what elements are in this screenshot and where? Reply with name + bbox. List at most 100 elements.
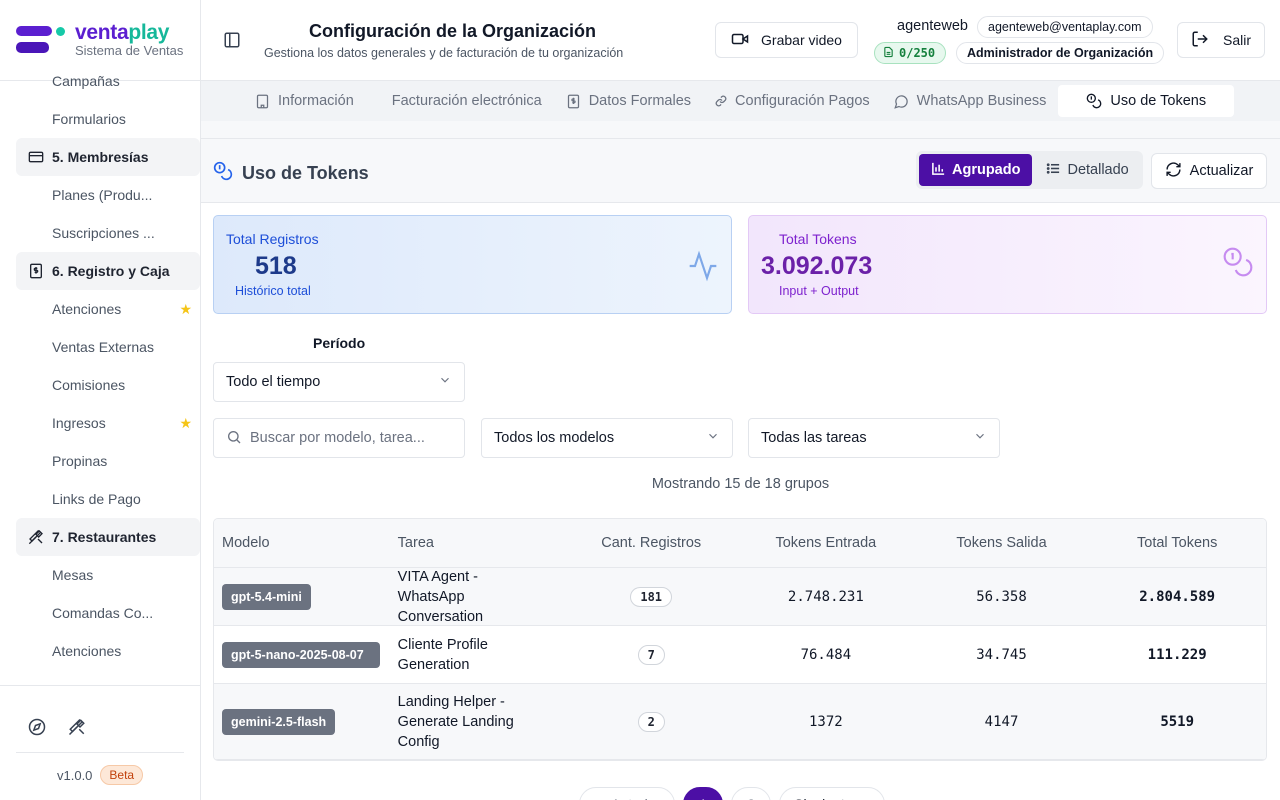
- logout-button[interactable]: Salir: [1177, 22, 1265, 58]
- video-camera-icon: [731, 30, 749, 51]
- sidebar-item-ingresos[interactable]: Ingresos ★: [52, 414, 192, 432]
- sidebar-item-mesas[interactable]: Mesas: [52, 567, 94, 583]
- col-tokens-in[interactable]: Tokens Entrada: [775, 535, 877, 551]
- sidebar-item-atenciones[interactable]: Atenciones ★: [52, 300, 192, 318]
- period-select[interactable]: Todo el tiempo: [213, 362, 465, 402]
- compass-icon[interactable]: [28, 718, 46, 736]
- refresh-icon: [1165, 161, 1182, 182]
- sidebar-item-propinas[interactable]: Propinas: [52, 453, 108, 469]
- user-email-badge: agenteweb@ventaplay.com: [977, 16, 1153, 38]
- activity-icon: [687, 250, 719, 285]
- total-tokens-sub: Input + Output: [779, 284, 859, 298]
- prev-page-button[interactable]: ← Anterior: [579, 787, 676, 800]
- tokens-in-cell: 1372: [809, 714, 843, 730]
- grouped-view-button[interactable]: Agrupado: [919, 154, 1033, 186]
- sidebar-nav: Campañas Formularios 5. Membresías Planes (…: [0, 62, 200, 666]
- sidebar-toggle-icon[interactable]: [223, 31, 241, 49]
- search-field[interactable]: [213, 418, 465, 458]
- brand-name: ventaplay: [75, 20, 170, 44]
- tokens-in-cell: 76.484: [800, 647, 852, 663]
- sidebar-item-formularios[interactable]: Formularios: [52, 111, 126, 127]
- tokens-out-cell: 4147: [984, 714, 1019, 730]
- tab-uso-de-tokens[interactable]: Uso de Tokens: [1058, 85, 1235, 117]
- total-records-sub: Histórico total: [235, 284, 311, 298]
- col-count[interactable]: Cant. Registros: [601, 535, 702, 551]
- document-icon: [883, 46, 894, 61]
- sidebar-item-links-de-pago[interactable]: Links de Pago: [52, 491, 141, 507]
- utensils-crossed-icon[interactable]: [68, 718, 86, 736]
- sidebar-section-7-restaurantes[interactable]: 7. Restaurantes: [16, 518, 200, 556]
- star-icon: ★: [179, 414, 192, 431]
- table-body: gpt-5.4-mini VITA Agent - WhatsApp Conver…: [214, 568, 1266, 760]
- star-icon: ★: [179, 300, 192, 317]
- sidebar-item-planes-produ[interactable]: Planes (Produ...: [52, 187, 153, 203]
- refresh-button[interactable]: Actualizar: [1151, 153, 1267, 189]
- model-select[interactable]: Todos los modelos: [481, 418, 733, 458]
- sidebar-section-6-registro-y-caja[interactable]: 6. Registro y Caja: [16, 252, 200, 290]
- col-task[interactable]: Tarea: [397, 535, 434, 551]
- quota-badge: 0/250: [874, 42, 947, 64]
- card-icon: [28, 149, 44, 165]
- chevron-down-icon: [973, 429, 987, 447]
- brand[interactable]: ventaplay Sistema de Ventas: [0, 0, 200, 81]
- bar-chart-icon: [931, 161, 946, 180]
- task-cell: Cliente Profile Generation: [397, 636, 488, 673]
- tab-whatsapp-business[interactable]: WhatsApp Business: [882, 85, 1059, 117]
- tab-configuracion-pagos[interactable]: Configuración Pagos: [703, 85, 882, 117]
- detailed-view-button[interactable]: Detallado: [1034, 154, 1140, 186]
- coins-icon: [1086, 93, 1102, 109]
- sidebar-item-atenciones[interactable]: Atenciones: [52, 643, 122, 659]
- settings-tabs: Información Facturación electrónica Datos …: [201, 81, 1280, 121]
- table-row[interactable]: gemini-2.5-flash Landing Helper - Generat…: [214, 684, 1266, 760]
- tokens-out-cell: 56.358: [976, 589, 1027, 605]
- search-icon: [226, 429, 242, 448]
- page-1-button[interactable]: 1: [683, 787, 724, 800]
- sidebar-item-ventas-externas[interactable]: Ventas Externas: [52, 339, 154, 355]
- tab-datos-formales[interactable]: Datos Formales: [554, 85, 703, 117]
- card-header: Uso de Tokens Agrupado Detallado Actuali…: [201, 139, 1280, 203]
- page-2-button[interactable]: 2: [731, 787, 772, 800]
- page-subtitle: Gestiona los datos generales y de factur…: [264, 46, 624, 60]
- total-tokens-stat: Total Tokens 3.092.073 Input + Output: [748, 215, 1267, 314]
- page-title: Configuración de la Organización: [309, 21, 597, 41]
- next-page-button[interactable]: Siguiente →: [779, 787, 886, 800]
- sidebar-item-campanas[interactable]: Campañas: [52, 73, 120, 89]
- col-total[interactable]: Total Tokens: [1137, 535, 1218, 551]
- record-video-button[interactable]: Grabar video: [715, 22, 858, 58]
- total-records-stat: Total Registros 518 Histórico total: [213, 215, 732, 314]
- token-usage-card: Uso de Tokens Agrupado Detallado Actuali…: [201, 138, 1280, 800]
- col-model[interactable]: Modelo: [222, 535, 270, 551]
- sidebar-item-comandas-co[interactable]: Comandas Co...: [52, 605, 154, 621]
- sidebar-item-suscripciones[interactable]: Suscripciones ...: [52, 225, 155, 241]
- model-tag: gemini-2.5-flash: [222, 708, 336, 735]
- total-tokens-label: Total Tokens: [779, 231, 857, 247]
- sidebar-section-5-membresias[interactable]: 5. Membresías: [16, 138, 200, 176]
- tokens-in-cell: 2.748.231: [787, 589, 864, 605]
- table-row[interactable]: gpt-5.4-mini VITA Agent - WhatsApp Conver…: [214, 568, 1266, 626]
- tab-facturacion-electronica[interactable]: Facturación electrónica: [391, 93, 542, 109]
- sidebar-item-comisiones[interactable]: Comisiones: [52, 377, 126, 393]
- task-select[interactable]: Todas las tareas: [748, 418, 1000, 458]
- beta-badge: Beta: [100, 765, 144, 785]
- tab-informacion[interactable]: Información: [243, 85, 366, 117]
- tokens-out-cell: 34.745: [976, 647, 1027, 663]
- task-cell: Landing Helper - Generate Landing Config: [397, 693, 514, 750]
- count-badge: 2: [637, 711, 665, 732]
- view-toggle: Agrupado Detallado: [916, 151, 1143, 189]
- version-text: v1.0.0: [57, 767, 93, 783]
- top-header: Configuración de la Organización Gestion…: [201, 0, 1280, 81]
- role-badge: Administrador de Organización: [956, 42, 1165, 64]
- model-tag: gpt-5-nano-2025-08-07: [222, 641, 380, 668]
- col-tokens-out[interactable]: Tokens Salida: [956, 535, 1047, 551]
- count-badge: 7: [637, 644, 665, 665]
- search-input[interactable]: [250, 430, 440, 446]
- pagination: ← Anterior 1 2 Siguiente →: [579, 787, 886, 800]
- coins-stat-icon: [1222, 246, 1254, 281]
- task-cell: VITA Agent - WhatsApp Conversation: [397, 568, 484, 625]
- table-row[interactable]: gpt-5-nano-2025-08-07 Cliente Profile Gen…: [214, 626, 1266, 684]
- document-dollar-icon: [566, 94, 581, 109]
- count-badge: 181: [630, 586, 673, 607]
- ventaplay-logo: [16, 25, 65, 55]
- sidebar: ventaplay Sistema de Ventas Campañas Form…: [0, 0, 201, 800]
- total-tokens-value: 3.092.073: [761, 252, 873, 280]
